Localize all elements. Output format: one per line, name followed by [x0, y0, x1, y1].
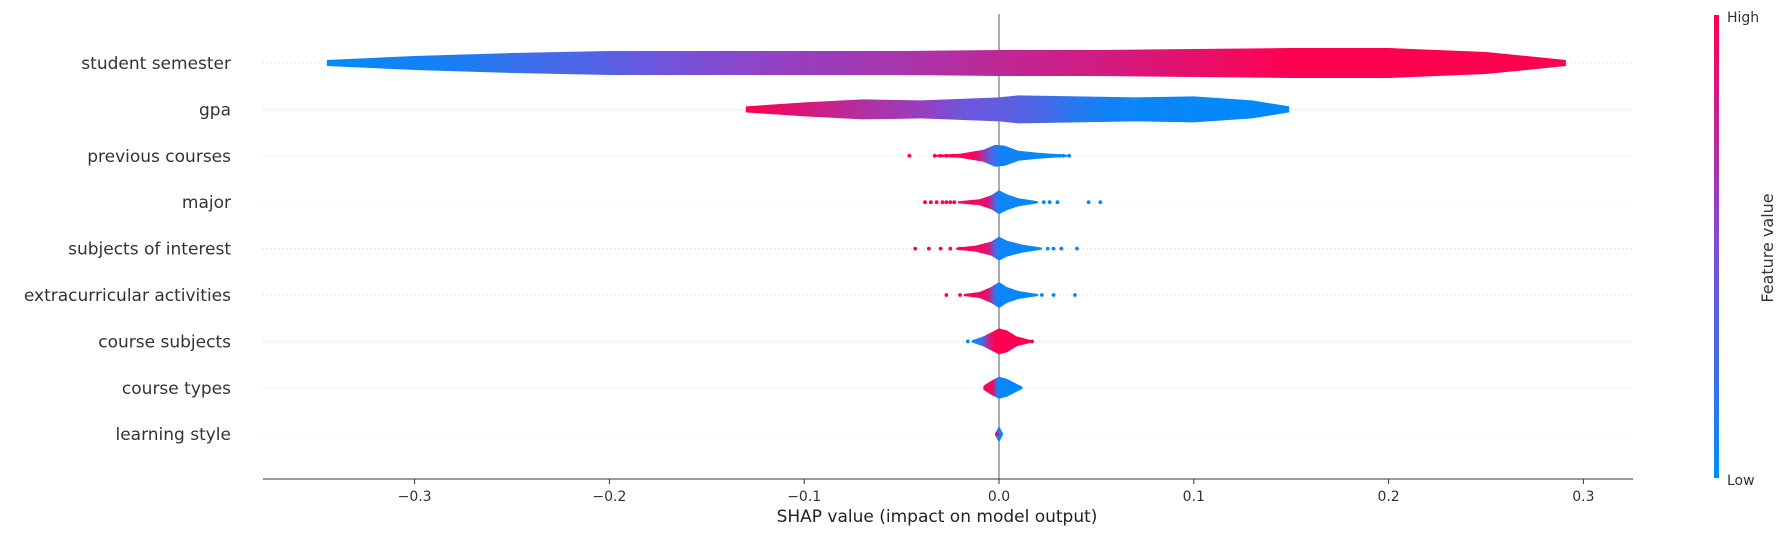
dot-extracurricular-activities-3: [1051, 293, 1056, 297]
violin-subjects-of-interest: [956, 236, 1042, 261]
dot-subjects-of-interest-6: [1051, 246, 1056, 251]
dot-major-1: [928, 200, 933, 205]
feature-label-gpa: gpa: [199, 100, 231, 120]
dot-previous-courses-7: [1045, 153, 1050, 158]
x-tick-label-3: 0.0: [988, 489, 1010, 505]
x-axis: −0.3 −0.2 −0.1 0.0 0.1 0.2 0.3: [263, 478, 1633, 505]
dot-subjects-of-interest-0: [913, 246, 918, 251]
dot-major-4: [944, 200, 949, 205]
dot-previous-courses-9: [1057, 153, 1062, 158]
violin-previous-courses: [934, 144, 1068, 167]
dot-previous-courses-10: [1061, 153, 1066, 158]
dot-extracurricular-activities-4: [1073, 293, 1077, 297]
dot-previous-courses-2: [938, 153, 943, 158]
dot-major-9: [1055, 200, 1060, 205]
x-tick-label-4: 0.1: [1183, 489, 1205, 505]
colorbar-gradient: [1714, 15, 1719, 478]
violin-course-subjects: [971, 328, 1033, 355]
dot-previous-courses-11: [1067, 153, 1072, 158]
feature-label-subjects-of-interest: subjects of interest: [68, 240, 231, 260]
colorbar-title: Feature value: [1758, 193, 1777, 302]
feature-label-previous-courses: previous courses: [87, 147, 231, 167]
dot-previous-courses-8: [1051, 153, 1056, 158]
dot-extracurricular-activities-1: [958, 293, 962, 297]
feature-label-learning-style: learning style: [115, 425, 231, 445]
colorbar-low-label: Low: [1727, 473, 1755, 489]
feature-label-course-types: course types: [122, 379, 231, 399]
dot-subjects-of-interest-7: [1059, 246, 1064, 251]
dot-previous-courses-4: [950, 153, 955, 158]
dot-major-0: [923, 200, 927, 205]
dot-previous-courses-3: [944, 153, 949, 158]
dot-previous-courses-1: [932, 153, 937, 158]
violin-major: [958, 190, 1038, 215]
dot-major-7: [1041, 200, 1046, 205]
violin-course-types: [983, 376, 1023, 399]
dot-subjects-of-interest-1: [926, 246, 931, 251]
dot-course-subjects-2: [1030, 339, 1035, 344]
x-tick-label-2: −0.1: [787, 489, 821, 505]
dot-subjects-of-interest-3: [948, 246, 953, 251]
x-tick-label-6: 0.3: [1572, 489, 1594, 505]
dot-subjects-of-interest-5: [1045, 246, 1050, 251]
x-tick-label-1: −0.2: [592, 489, 626, 505]
dot-major-8: [1047, 200, 1052, 205]
colorbar-high-label: High: [1727, 10, 1759, 26]
violin-student-semester: [326, 48, 1566, 78]
dot-extracurricular-activities-2: [1039, 293, 1044, 297]
dot-previous-courses-6: [1039, 153, 1044, 158]
dot-major-5: [948, 200, 953, 205]
dot-extracurricular-activities-0: [944, 293, 949, 297]
dot-major-2: [934, 200, 939, 205]
dot-subjects-of-interest-2: [938, 246, 943, 251]
feature-label-extracurricular-activities: extracurricular activities: [24, 286, 231, 306]
dot-course-types-0: [1018, 385, 1023, 390]
feature-label-course-subjects: course subjects: [98, 332, 231, 352]
dot-major-3: [940, 200, 945, 205]
dot-subjects-of-interest-8: [1075, 246, 1079, 251]
dot-major-6: [952, 200, 957, 205]
dot-learning-style-0: [995, 432, 999, 437]
x-axis-title: SHAP value (impact on model output): [777, 507, 1098, 527]
violin-gpa: [745, 95, 1290, 124]
violin-extracurricular-activities: [963, 282, 1038, 308]
feature-labels: student semester gpa previous courses major…: [24, 54, 231, 445]
dot-subjects-of-interest-4: [958, 246, 962, 251]
dot-previous-courses-5: [956, 153, 960, 158]
dot-course-subjects-0: [965, 339, 970, 344]
dot-major-11: [1098, 200, 1103, 205]
x-tick-label-0: −0.3: [398, 489, 432, 505]
dot-previous-courses-0: [907, 153, 912, 158]
dot-major-10: [1086, 200, 1091, 205]
violin-learning-style: [995, 426, 1003, 443]
feature-label-student-semester: student semester: [81, 54, 231, 74]
violins: [326, 48, 1566, 443]
x-tick-label-5: 0.2: [1377, 489, 1399, 505]
colorbar: High Low Feature value: [1714, 10, 1777, 489]
dot-course-subjects-1: [1026, 339, 1031, 344]
feature-label-major: major: [182, 193, 231, 213]
